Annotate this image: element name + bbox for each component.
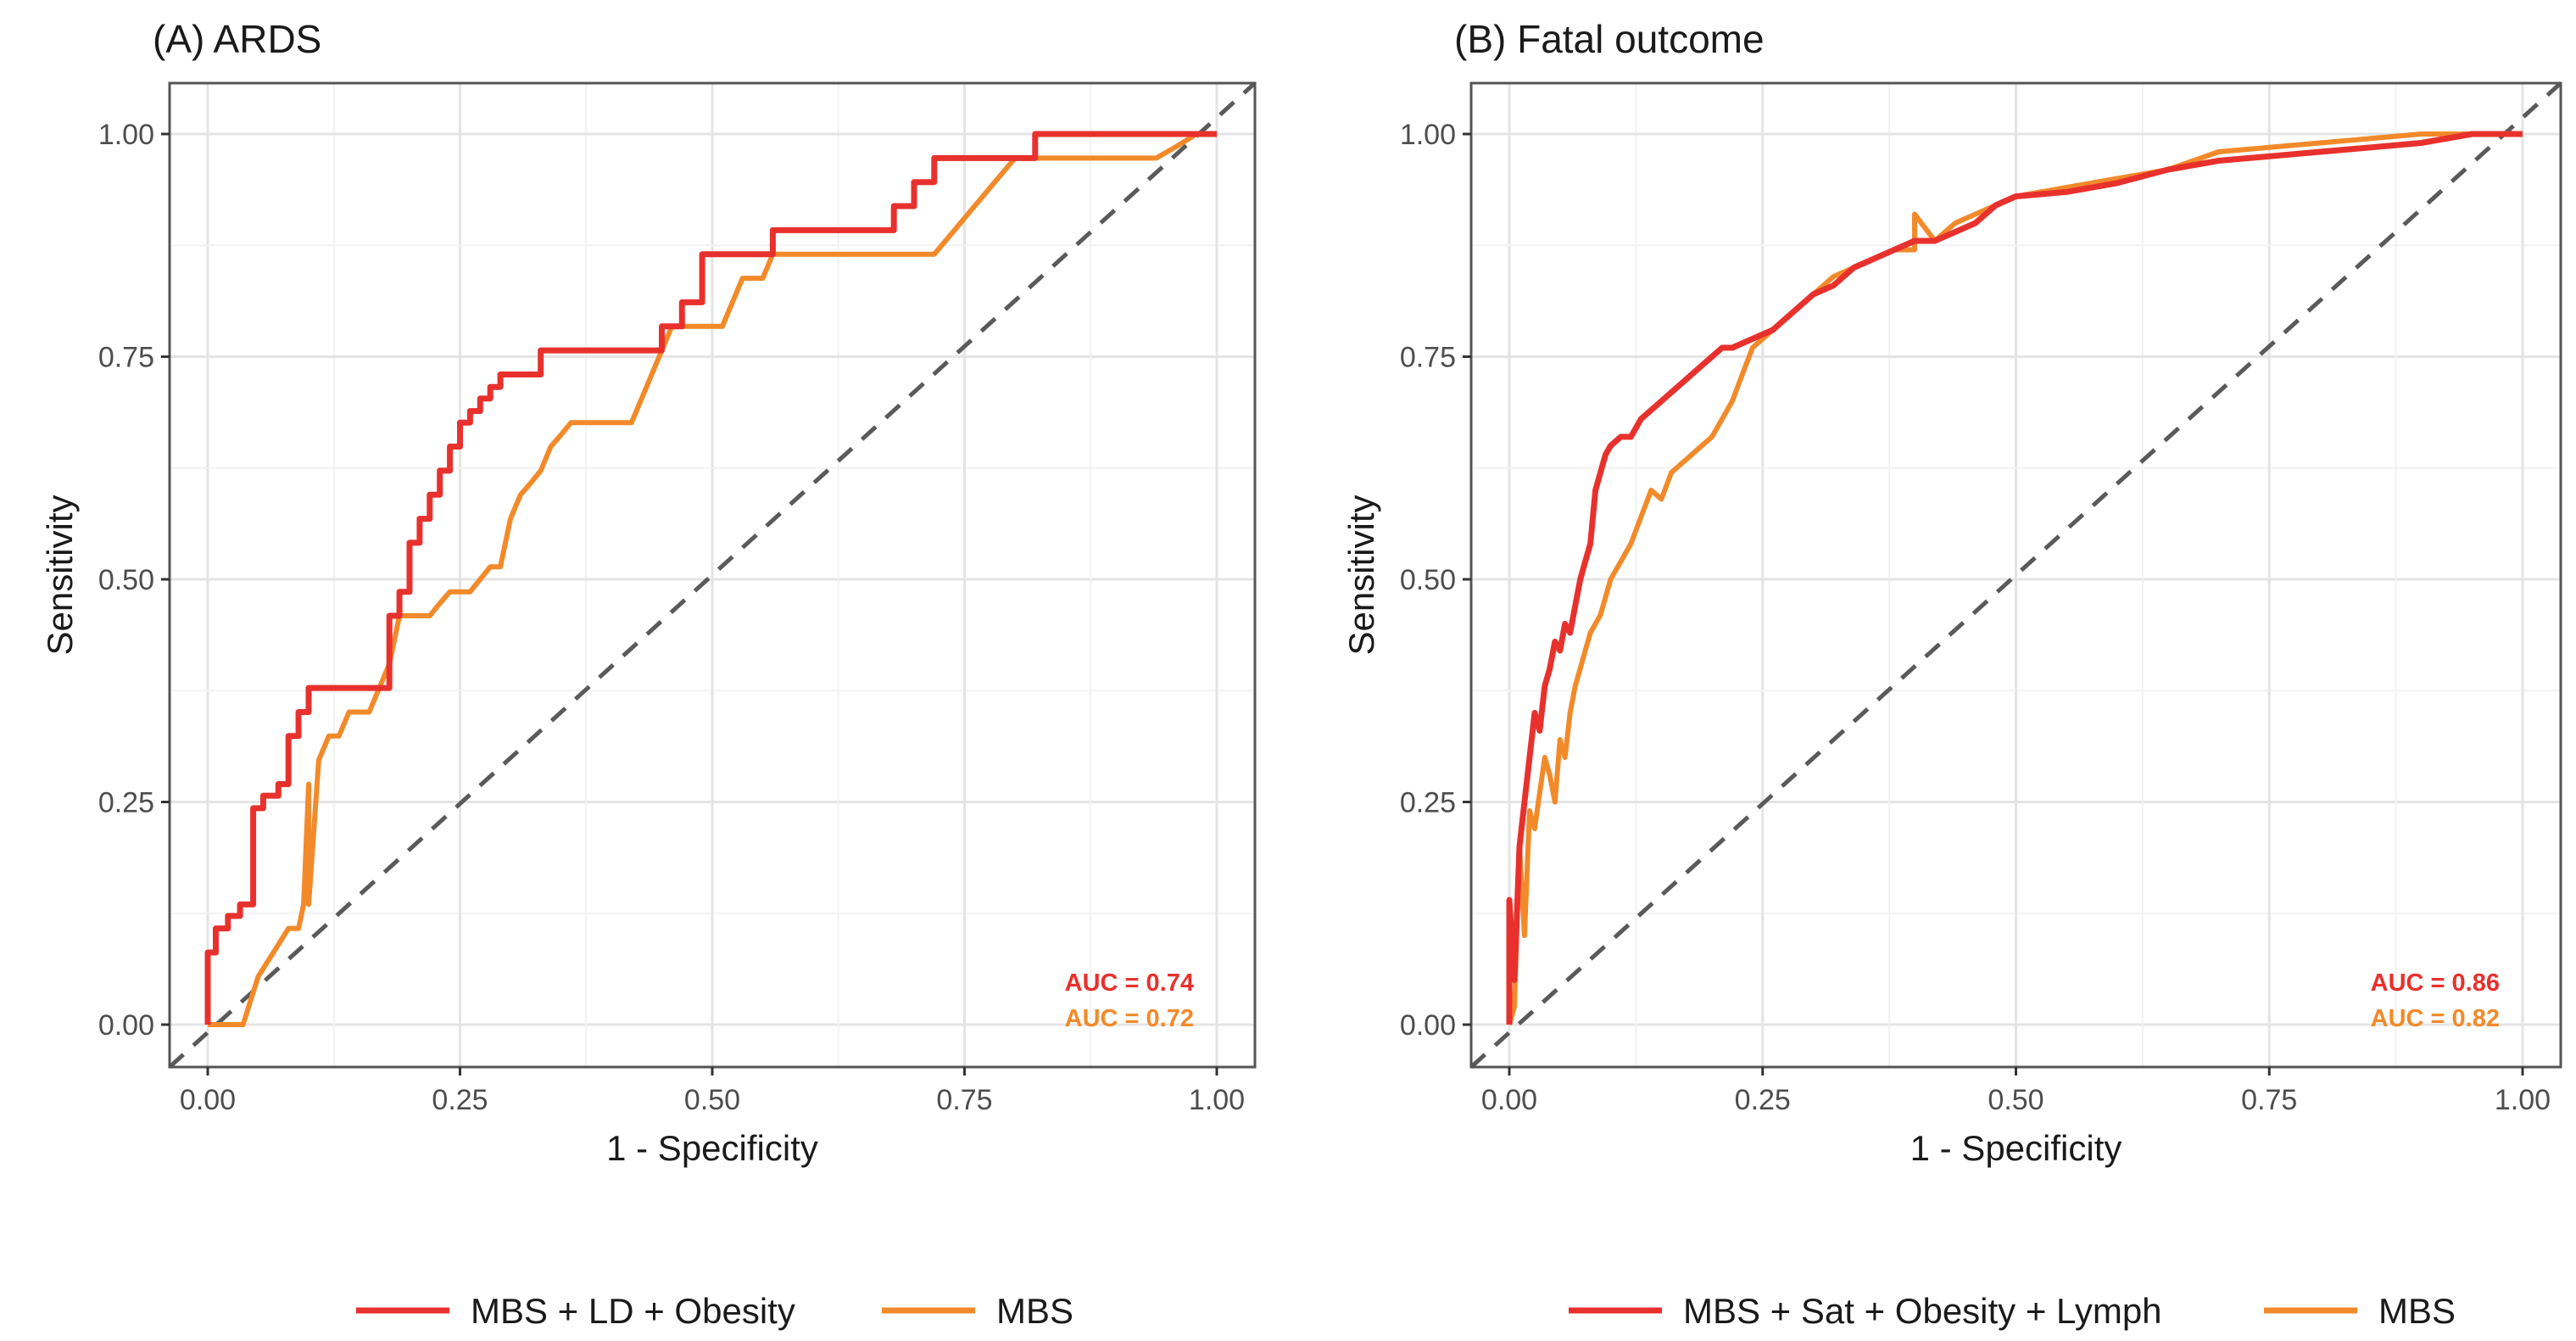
- auc-label-mbs: AUC = 0.82: [2371, 1005, 2500, 1032]
- x-axis-title: 1 - Specificity: [606, 1128, 818, 1168]
- x-tick-label: 0.50: [1988, 1084, 2044, 1116]
- auc-label-combined: AUC = 0.86: [2371, 969, 2500, 997]
- x-tick-label: 0.00: [180, 1084, 236, 1116]
- y-tick-label: 0.75: [1400, 342, 1456, 374]
- x-tick-label: 1.00: [2495, 1084, 2551, 1116]
- y-axis-ticks: 0.00 0.25 0.50 0.75 1.00: [98, 119, 170, 1042]
- y-tick-label: 0.50: [98, 564, 154, 596]
- x-tick-label: 0.00: [1481, 1084, 1537, 1116]
- roc-curves: [204, 131, 1217, 1027]
- auc-label-combined: AUC = 0.74: [1065, 969, 1194, 997]
- legend-label-combined: MBS + LD + Obesity: [471, 1291, 795, 1331]
- grid-lines: [170, 83, 1255, 1067]
- legend: MBS + LD + Obesity MBS: [356, 1291, 1073, 1331]
- roc-curves: [1506, 131, 2523, 1025]
- panel-title: (A) ARDS: [153, 17, 321, 61]
- roc-curve-combined-model: [1506, 131, 2523, 1025]
- y-tick-label: 0.50: [1400, 564, 1456, 596]
- y-axis-title: Sensitivity: [1341, 494, 1381, 655]
- reference-diagonal-line: [168, 81, 1257, 1069]
- y-tick-label: 0.25: [1400, 787, 1456, 819]
- roc-curve-combined-model: [204, 131, 1217, 1025]
- roc-curve-mbs: [208, 131, 1217, 1027]
- y-tick-label: 1.00: [1400, 119, 1456, 151]
- x-axis-title: 1 - Specificity: [1910, 1128, 2122, 1168]
- x-tick-label: 0.25: [1735, 1084, 1791, 1116]
- legend: MBS + Sat + Obesity + Lymph MBS: [1569, 1291, 2456, 1331]
- y-tick-label: 0.00: [1400, 1009, 1456, 1042]
- panel-title: (B) Fatal outcome: [1454, 17, 1765, 61]
- x-axis-ticks: 0.00 0.25 0.50 0.75 1.00: [180, 1067, 1245, 1116]
- y-tick-label: 0.00: [98, 1009, 154, 1042]
- grid-lines: [1471, 83, 2561, 1067]
- roc-curve-mbs: [1507, 131, 2523, 1025]
- x-axis-ticks: 0.00 0.25 0.50 0.75 1.00: [1481, 1067, 2551, 1116]
- y-tick-label: 0.75: [98, 342, 154, 374]
- y-tick-label: 1.00: [98, 119, 154, 151]
- y-axis-ticks: 0.00 0.25 0.50 0.75 1.00: [1400, 119, 1471, 1042]
- y-tick-label: 0.25: [98, 787, 154, 819]
- auc-label-mbs: AUC = 0.72: [1065, 1005, 1194, 1032]
- legend-label-combined: MBS + Sat + Obesity + Lymph: [1683, 1291, 2162, 1331]
- x-tick-label: 0.75: [936, 1084, 992, 1116]
- x-tick-label: 0.50: [684, 1084, 740, 1116]
- y-axis-title: Sensitivity: [40, 494, 80, 655]
- x-tick-label: 0.75: [2241, 1084, 2297, 1116]
- x-tick-label: 1.00: [1189, 1084, 1245, 1116]
- x-tick-label: 0.25: [432, 1084, 488, 1116]
- legend-label-mbs: MBS: [996, 1291, 1073, 1331]
- panel-fatal-outcome: (B) Fatal outcome 0.00 0.25 0.50 0.75 1.00 0…: [1341, 17, 2562, 1331]
- panel-ards: (A) ARDS 0.000.250.500.751.00 0.00 0.25 0.…: [40, 17, 1257, 1331]
- legend-label-mbs: MBS: [2378, 1291, 2456, 1331]
